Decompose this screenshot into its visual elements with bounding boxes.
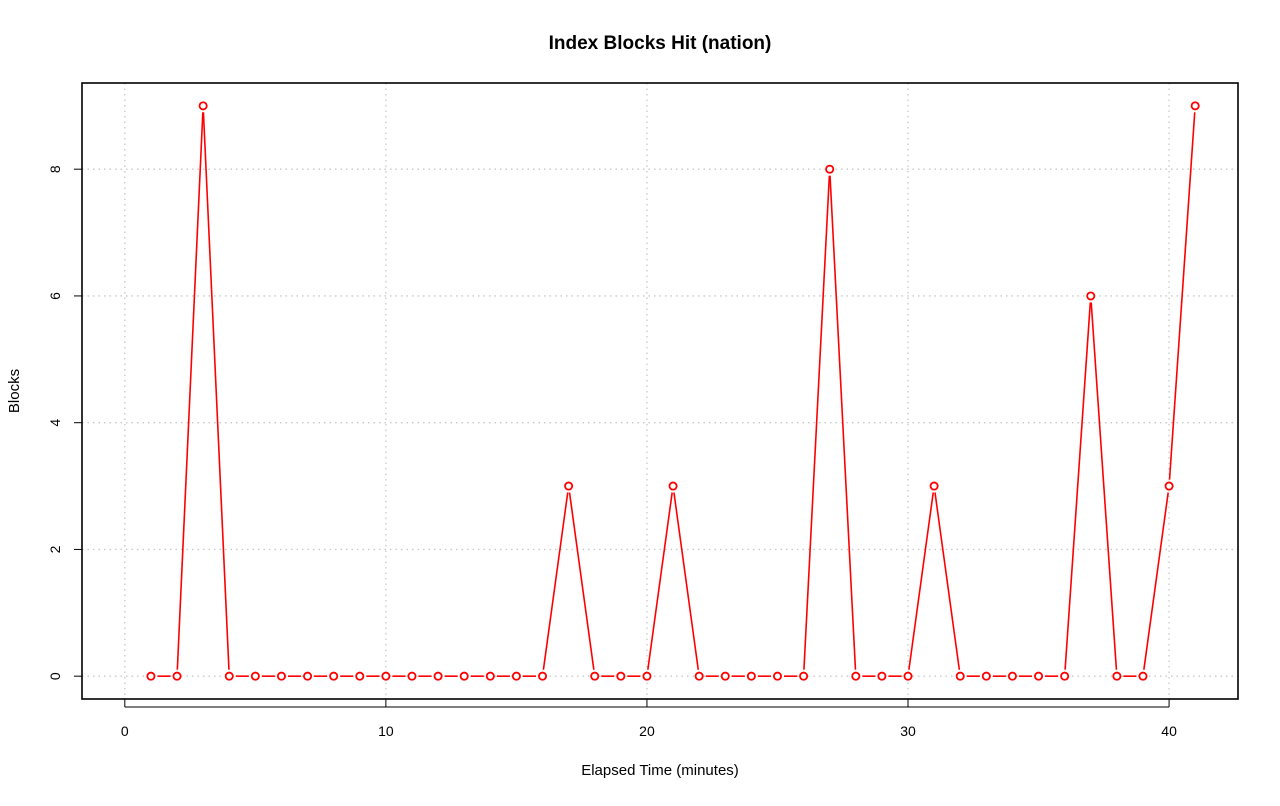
data-point [511,671,521,681]
series-line-segment [1090,302,1118,670]
series-line-segment [202,112,230,670]
x-tick-label: 0 [121,723,129,739]
y-tick-label: 0 [47,672,63,680]
series-line-segment [647,492,673,670]
data-point [929,481,939,491]
x-axis-label: Elapsed Time (minutes) [581,762,739,779]
series-line-segment [176,112,204,670]
x-tick-label: 30 [900,723,916,739]
data-point [172,671,182,681]
data-point [381,671,391,681]
data-point [720,671,730,681]
data-point-layer [146,101,1200,681]
data-point [981,671,991,681]
data-point [1007,671,1017,681]
data-point [485,671,495,681]
data-point [1060,671,1070,681]
data-point [303,671,313,681]
data-point [955,671,965,681]
series-line-layer [157,112,1196,677]
data-point [746,671,756,681]
data-point [1086,291,1096,301]
series-line-segment [908,492,935,670]
series-line-segment [1064,302,1092,670]
data-point [668,481,678,491]
data-point [825,164,835,174]
data-point [877,671,887,681]
series-line-segment [1143,492,1169,670]
chart-title: Index Blocks Hit (nation) [549,33,772,54]
data-point [355,671,365,681]
data-point [642,671,652,681]
data-point [538,671,548,681]
data-point [564,481,574,491]
data-point [329,671,339,681]
series-line-segment [934,492,961,670]
data-point [198,101,208,111]
y-axis: 0 2 4 6 8 [47,165,82,680]
series-line-segment [803,175,831,670]
series-line-segment [542,492,569,670]
data-point [276,671,286,681]
data-point [407,671,417,681]
series-line-segment [568,492,595,670]
data-point [459,671,469,681]
data-point [772,671,782,681]
data-point [590,671,600,681]
data-point [1190,101,1200,111]
data-point [433,671,443,681]
series-line-segment [829,175,857,670]
y-tick-label: 2 [47,545,63,553]
data-point [250,671,260,681]
plot-frame [81,82,1239,700]
data-point [1112,671,1122,681]
data-point [616,671,626,681]
data-point [1164,481,1174,491]
data-point [903,671,913,681]
data-point [146,671,156,681]
x-tick-label: 20 [639,723,655,739]
data-point [799,671,809,681]
series-line-segment [673,492,700,670]
x-axis: 0 10 20 30 40 [121,699,1177,739]
data-point [1138,671,1148,681]
data-point [1034,671,1044,681]
data-point [224,671,234,681]
data-point [694,671,704,681]
y-tick-label: 4 [47,419,63,427]
x-tick-label: 10 [378,723,394,739]
y-tick-label: 8 [47,165,63,173]
y-axis-label: Blocks [6,369,23,413]
data-point [851,671,861,681]
y-tick-label: 6 [47,292,63,300]
series-line-segment [1168,112,1196,480]
x-tick-label: 40 [1161,723,1177,739]
grid-layer [82,83,1238,699]
